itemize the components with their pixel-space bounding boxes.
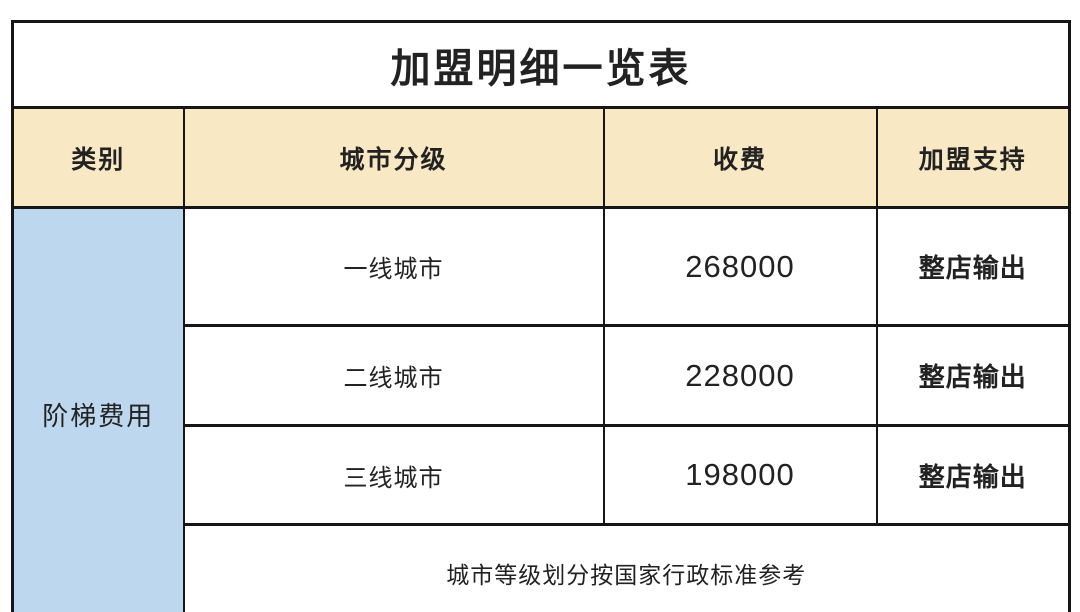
franchise-detail-table: 加盟明细一览表 类别 城市分级 收费 加盟支持 阶梯费用 一线城市 268000… bbox=[11, 20, 1071, 612]
fee-cell: 198000 bbox=[602, 424, 878, 526]
table-row: 二线城市 228000 整店输出 bbox=[13, 324, 1071, 427]
fee-cell: 228000 bbox=[602, 324, 878, 427]
table-row: 三线城市 198000 整店输出 bbox=[13, 424, 1071, 526]
fee-cell: 268000 bbox=[602, 206, 878, 327]
support-cell: 整店输出 bbox=[875, 424, 1071, 526]
column-header-city-tier: 城市分级 bbox=[182, 106, 605, 209]
table-footer-row: 城市等级划分按国家行政标准参考 bbox=[13, 523, 1071, 612]
column-header-category: 类别 bbox=[11, 106, 185, 209]
table-title: 加盟明细一览表 bbox=[11, 20, 1071, 109]
support-cell: 整店输出 bbox=[875, 324, 1071, 427]
table-header-row: 类别 城市分级 收费 加盟支持 bbox=[11, 106, 1071, 209]
city-cell: 一线城市 bbox=[182, 206, 605, 327]
column-header-support: 加盟支持 bbox=[875, 106, 1071, 209]
city-cell: 三线城市 bbox=[182, 424, 605, 526]
support-cell: 整店输出 bbox=[875, 206, 1071, 327]
category-cell: 阶梯费用 bbox=[11, 206, 185, 612]
table-title-row: 加盟明细一览表 bbox=[11, 20, 1071, 109]
footnote-cell: 城市等级划分按国家行政标准参考 bbox=[182, 523, 1071, 612]
city-cell: 二线城市 bbox=[182, 324, 605, 427]
table-row: 阶梯费用 一线城市 268000 整店输出 bbox=[11, 206, 1071, 612]
column-header-fee: 收费 bbox=[602, 106, 878, 209]
